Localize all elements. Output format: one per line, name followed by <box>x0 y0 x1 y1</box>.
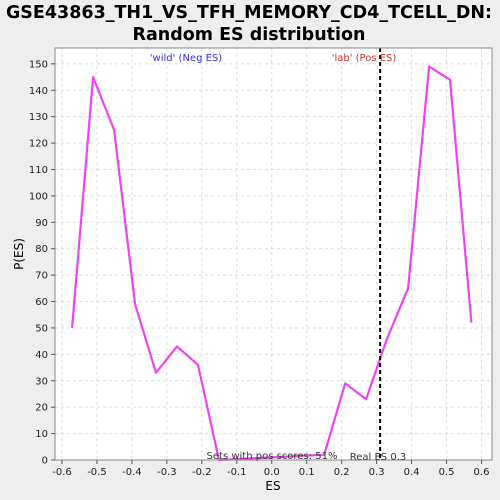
x-tick-label: -0.5 <box>87 467 107 478</box>
x-tick-label: -0.6 <box>52 467 72 478</box>
series-layer <box>71 65 473 462</box>
real-es-label: Real ES 0.3 <box>350 452 406 463</box>
y-tick-label: 90 <box>35 218 48 229</box>
x-axis-label: ES <box>265 479 280 493</box>
y-tick-label: 140 <box>29 86 48 97</box>
y-tick-label: 10 <box>35 429 48 440</box>
y-axis-ticks: 0 10 20 30 40 50 60 70 80 90 100 110 120 130 140 150 <box>29 59 55 467</box>
y-tick-label: 30 <box>35 376 48 387</box>
x-tick-label: 0.2 <box>334 467 350 478</box>
y-tick-label: 60 <box>35 297 48 308</box>
neg-es-label: 'wild' (Neg ES) <box>150 53 222 64</box>
y-tick-label: 100 <box>29 191 48 202</box>
x-tick-label: 0.5 <box>439 467 455 478</box>
x-axis-ticks: -0.6 -0.5 -0.4 -0.3 -0.2 -0.1 0.0 0.1 0.2 0.3 0.4 0… <box>52 460 489 478</box>
y-tick-label: 130 <box>29 112 48 123</box>
pos-scores-label: Sets with pos scores: 51% <box>207 451 338 462</box>
y-tick-label: 50 <box>35 323 48 334</box>
y-tick-label: 40 <box>35 350 48 361</box>
y-tick-label: 150 <box>29 59 48 70</box>
plot-background <box>55 48 492 460</box>
y-tick-label: 20 <box>35 403 48 414</box>
y-tick-label: 70 <box>35 271 48 282</box>
x-tick-label: -0.3 <box>157 467 177 478</box>
x-tick-label: -0.1 <box>227 467 247 478</box>
plot-frame <box>54 47 493 461</box>
pos-es-label: 'lab' (Pos ES) <box>332 53 397 64</box>
x-tick-label: 0.0 <box>264 467 280 478</box>
x-tick-label: 0.1 <box>299 467 315 478</box>
x-tick-label: -0.4 <box>122 467 142 478</box>
y-tick-label: 120 <box>29 139 48 150</box>
x-tick-label: 0.6 <box>474 467 490 478</box>
y-tick-label: 80 <box>35 244 48 255</box>
y-tick-label: 0 <box>42 456 48 467</box>
chart-title-line2: Random ES distribution <box>132 25 365 45</box>
chart-title-line1: GSE43863_TH1_VS_TFH_MEMORY_CD4_TCELL_DN: <box>6 3 492 23</box>
y-axis-label: P(ES) <box>12 238 26 270</box>
y-tick-label: 110 <box>29 165 48 176</box>
x-tick-label: 0.4 <box>404 467 420 478</box>
x-tick-label: 0.3 <box>369 467 385 478</box>
es-distribution-line <box>71 65 473 462</box>
x-tick-label: -0.2 <box>192 467 212 478</box>
